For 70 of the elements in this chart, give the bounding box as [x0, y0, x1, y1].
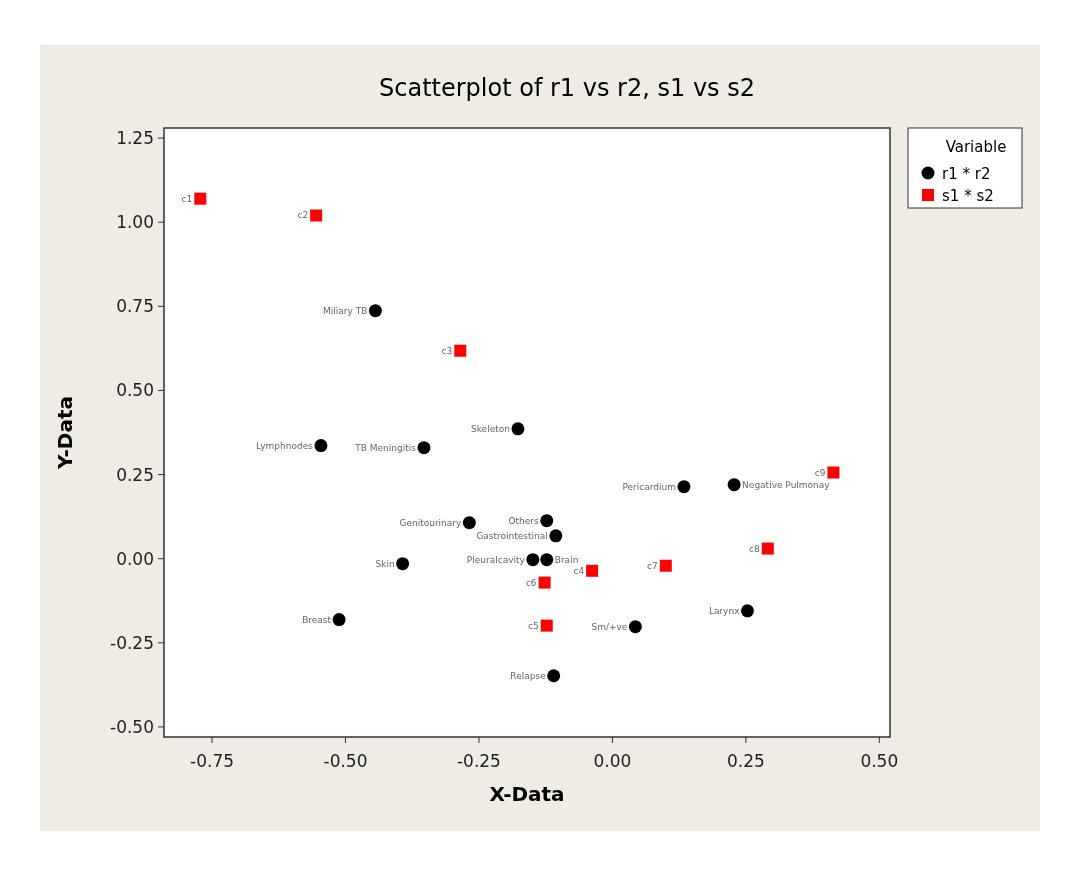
y-tick-label: 0.25 — [116, 464, 154, 485]
y-tick-label: -0.25 — [110, 632, 154, 653]
point — [549, 529, 563, 543]
point — [332, 613, 346, 627]
annotation: Sm/+ve — [591, 621, 628, 632]
annotation: Skeleton — [471, 423, 510, 434]
point — [540, 619, 553, 632]
annotation: Breast — [302, 614, 332, 625]
annotation: Pericardium — [622, 481, 676, 492]
x-tick-label: -0.75 — [190, 751, 235, 771]
x-tick-label: -0.25 — [456, 751, 501, 771]
x-tick-label: 0.00 — [593, 751, 632, 771]
annotation: c9 — [814, 467, 826, 478]
x-tick-label: 0.25 — [726, 751, 765, 771]
annotation: c7 — [647, 560, 658, 571]
annotation: Miliary TB — [323, 305, 368, 316]
y-axis-title: Y-Data — [53, 396, 77, 470]
point — [586, 564, 599, 577]
point — [540, 514, 554, 528]
annotation: c8 — [749, 543, 761, 554]
y-tick-label: -0.50 — [110, 716, 154, 737]
point — [511, 422, 525, 436]
annotation: c3 — [441, 345, 453, 356]
point — [314, 439, 328, 453]
point — [628, 620, 642, 634]
x-tick-label: 0.50 — [860, 751, 899, 771]
point — [540, 553, 554, 567]
annotation: Skin — [375, 558, 395, 569]
point — [417, 441, 431, 455]
chart-title: Scatterplot of r1 vs r2, s1 vs s2 — [379, 74, 755, 102]
annotation: c6 — [525, 577, 537, 588]
point — [740, 604, 754, 618]
annotation: Others — [508, 515, 540, 526]
y-tick-label: 1.00 — [116, 212, 154, 233]
y-tick-label: 0.00 — [116, 548, 154, 569]
annotation: Relapse — [510, 670, 547, 681]
point — [368, 304, 382, 318]
x-axis-title: X-Data — [489, 782, 565, 806]
annotation: Lymphnodes — [256, 440, 314, 451]
point — [310, 209, 323, 222]
annotation: Genitourinary — [399, 517, 463, 528]
annotation: c1 — [181, 193, 193, 204]
point — [659, 559, 672, 572]
legend-title: Variable — [945, 138, 1007, 156]
annotation: TB Meningitis — [354, 442, 417, 453]
annotation: c2 — [297, 210, 309, 221]
y-tick-label: 1.25 — [116, 128, 154, 149]
x-tick-label: -0.50 — [323, 751, 368, 771]
point — [396, 557, 410, 571]
point — [194, 192, 207, 205]
annotation: Gastrointestinal — [476, 530, 548, 541]
point — [462, 516, 476, 530]
y-tick-label: 0.75 — [116, 296, 154, 317]
annotation: Negative Pulmonay — [742, 479, 831, 490]
annotation: c4 — [573, 565, 585, 576]
annotation: c5 — [528, 620, 539, 631]
legend-label: r1 * r2 — [942, 165, 991, 183]
legend-label: s1 * s2 — [942, 187, 994, 205]
annotation: Brain — [554, 554, 579, 565]
annotation: Pleuralcavity — [466, 554, 526, 565]
point — [538, 576, 551, 589]
point — [677, 480, 691, 494]
point — [727, 478, 741, 492]
point — [761, 542, 774, 555]
annotation: Larynx — [708, 605, 741, 616]
point — [547, 669, 561, 683]
point — [526, 553, 540, 567]
point — [827, 466, 840, 479]
y-tick-label: 0.50 — [116, 380, 154, 401]
point — [454, 344, 467, 357]
